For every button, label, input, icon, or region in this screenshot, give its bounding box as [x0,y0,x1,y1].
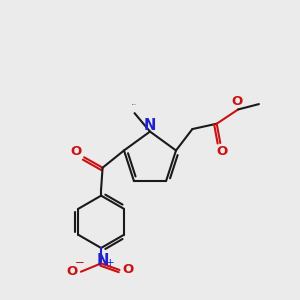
Text: methyl: methyl [133,104,138,106]
Text: −: − [74,256,84,269]
Text: O: O [70,146,82,158]
Text: O: O [216,145,227,158]
Text: methyl: methyl [132,103,137,105]
Text: O: O [123,263,134,277]
Text: O: O [66,265,78,278]
Text: +: + [106,258,115,268]
Text: O: O [231,94,242,108]
Text: N: N [144,118,156,133]
Text: N: N [96,253,109,268]
